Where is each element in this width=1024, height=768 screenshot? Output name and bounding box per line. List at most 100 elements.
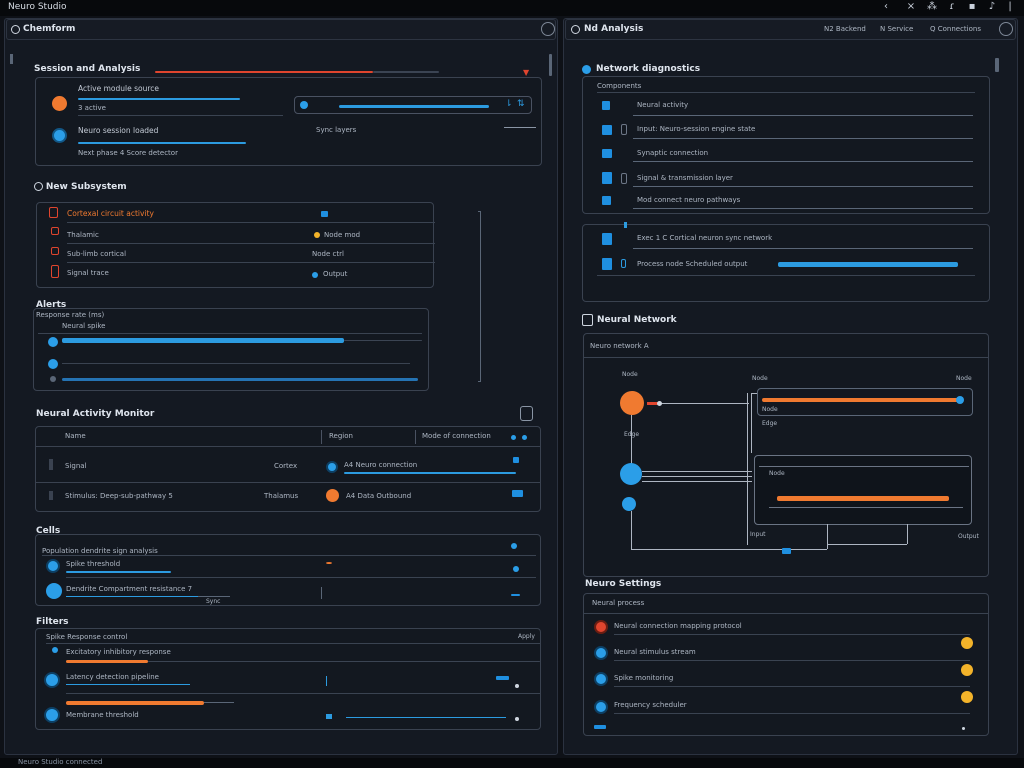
section3-title: Alerts [36,300,67,310]
row-detail: A4 Data Outbound [346,492,412,500]
right-scrollbar[interactable] [995,58,999,72]
toggle-icon[interactable] [34,182,43,191]
edge-wire [907,524,908,544]
expand-icon[interactable] [520,406,533,421]
pin-icon[interactable]: ⇂ [505,99,513,109]
edge-wire [631,549,827,550]
filter-marker [326,714,332,719]
tab-connections[interactable]: Q Connections [930,25,981,33]
divider [614,660,970,661]
filter-row-1: Latency detection pipeline [66,673,159,681]
back-icon[interactable]: ‹ [884,1,888,12]
cell-marker [321,587,322,599]
right-pane-title: Nd Analysis [584,24,644,34]
filter-row-2-range[interactable] [346,717,506,718]
filter-row-0: Excitatory inhibitory response [66,648,171,656]
search-icon[interactable] [541,22,555,36]
alert-indicator [48,359,58,369]
setting-2[interactable]: Spike monitoring [614,674,674,682]
filter-row-2: Membrane threshold [66,711,139,719]
toggle-icon[interactable]: ⇅ [517,99,525,109]
cells-header: Population dendrite sign analysis [42,547,158,555]
node-hub[interactable] [620,463,642,485]
divider [42,555,536,556]
filter-icon[interactable] [522,435,527,440]
settings-icon[interactable]: ▪ [968,1,976,12]
cell-row-0-bar [66,571,171,573]
row-handle[interactable] [49,459,53,470]
component-0[interactable]: Neural activity [637,101,689,109]
alert-level-bar[interactable] [62,338,344,343]
share-icon[interactable]: ⁂ [927,1,937,12]
col-header-mode[interactable]: Mode of connection [422,432,491,440]
node-panel-label: Node [769,470,785,477]
col-header-name[interactable]: Name [65,432,86,440]
tab-service[interactable]: N Service [880,25,914,33]
node-card[interactable]: Node [757,388,973,416]
divider [66,693,540,694]
row-handle[interactable] [49,491,53,500]
component-2[interactable]: Synaptic connection [637,149,709,157]
node-panel[interactable]: Node [754,455,972,525]
diagnostics-icon [582,65,591,74]
setting-3[interactable]: Frequency scheduler [614,701,687,709]
component-icon [602,125,612,135]
component-subicon [621,173,627,184]
network-diagram: Neuro network A Node Node Node Edge Edge… [583,333,989,577]
filter-row-0-bar[interactable] [66,660,148,663]
sort-icon[interactable] [511,435,516,440]
process-progress [778,262,958,267]
divider [633,208,973,209]
node-card-handle[interactable] [956,396,964,404]
component-4[interactable]: Mod connect neuro pathways [637,196,741,204]
node-sink[interactable] [622,497,636,511]
limb-icon [51,247,59,255]
filters-header-right[interactable]: Apply [518,633,535,640]
component-1[interactable]: Input: Neuro-session engine state [637,125,756,133]
diagnostics-caption: Components [597,82,642,90]
scroll-handle[interactable] [10,54,13,64]
refresh-icon[interactable] [999,22,1013,36]
process-0[interactable]: Exec 1 C Cortical neuron sync network [637,234,773,242]
table-row[interactable]: Stimulus: Deep-sub-pathway 5 Thalamus A4… [36,483,540,511]
trace-icon [51,265,59,278]
panel-icon[interactable]: ɾ [949,1,955,12]
cell-row-1-track [198,596,230,597]
divider [38,333,422,334]
notification-icon[interactable]: ♪ [988,1,996,12]
filters-card: Spike Response control Apply Excitatory … [35,628,541,730]
divider [597,92,975,93]
alert-level-bar[interactable] [62,378,418,381]
row1-bar [78,98,240,100]
setting-0[interactable]: Neural connection mapping protocol [614,622,742,630]
filter-row-1-flag[interactable] [496,676,509,680]
tab-backend[interactable]: N2 Backend [824,25,866,33]
process-1[interactable]: Process node Scheduled output [637,260,748,268]
menu-icon[interactable]: | [1008,1,1012,12]
row1-slider[interactable]: ⇂ ⇅ [294,96,532,114]
diagram-label: Node [752,375,768,382]
sub-item-0-indicator [321,211,328,217]
settings-caption: Neural process [592,599,645,607]
network-icon [582,314,593,326]
component-3[interactable]: Signal & transmission layer [637,174,733,182]
row-status-icon [326,461,338,473]
filter-row-2-bar[interactable] [66,701,204,705]
status-bar: Neuro Studio connected [0,758,1024,768]
setting-icon [594,672,608,686]
setting-1[interactable]: Neural stimulus stream [614,648,696,656]
table-row[interactable]: Signal Cortex A4 Neuro connection [36,447,540,483]
close-tab-icon[interactable]: × [906,1,916,12]
left-scrollbar[interactable] [549,54,552,76]
table-header-row: Name Region Mode of connection [36,427,540,447]
node-source[interactable] [620,391,644,415]
process-subicon [621,259,626,268]
left-pane-title: Chemform [23,24,76,34]
divider [584,357,988,358]
filters-header: Spike Response control [46,633,128,641]
node-panel-bar [777,496,949,501]
slider-knob[interactable] [300,101,308,109]
alerts-card: Response rate (ms) Neural spike [33,308,429,391]
alerts-row-label: Neural spike [62,322,106,330]
col-header-region[interactable]: Region [329,432,353,440]
